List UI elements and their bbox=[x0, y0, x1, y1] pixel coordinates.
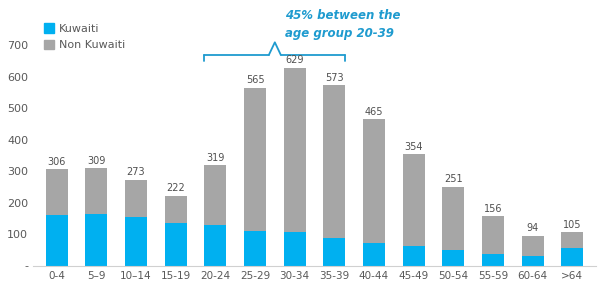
Bar bbox=[363, 243, 385, 266]
Bar bbox=[482, 217, 504, 255]
Bar bbox=[403, 154, 425, 246]
Bar bbox=[522, 256, 543, 266]
Bar bbox=[125, 180, 147, 217]
Text: 565: 565 bbox=[245, 75, 264, 85]
Bar bbox=[125, 217, 147, 266]
Text: 309: 309 bbox=[87, 156, 106, 166]
Text: 156: 156 bbox=[484, 204, 502, 214]
Bar bbox=[284, 232, 306, 266]
Text: 94: 94 bbox=[526, 223, 538, 234]
Bar bbox=[363, 119, 385, 243]
Text: 222: 222 bbox=[166, 183, 185, 193]
Bar bbox=[46, 215, 68, 266]
Bar bbox=[443, 250, 464, 266]
Bar bbox=[244, 88, 266, 231]
Bar bbox=[522, 236, 543, 256]
Text: 105: 105 bbox=[563, 220, 581, 230]
Bar bbox=[323, 238, 346, 266]
Bar bbox=[244, 231, 266, 266]
Bar bbox=[46, 169, 68, 215]
Bar bbox=[165, 196, 186, 223]
Bar bbox=[403, 246, 425, 266]
Text: 629: 629 bbox=[285, 55, 304, 65]
Text: 45% between the
age group 20-39: 45% between the age group 20-39 bbox=[285, 9, 400, 40]
Text: 273: 273 bbox=[127, 167, 145, 177]
Text: 306: 306 bbox=[48, 157, 66, 167]
Legend: Kuwaiti, Non Kuwaiti: Kuwaiti, Non Kuwaiti bbox=[44, 23, 125, 50]
Text: 251: 251 bbox=[444, 174, 463, 184]
Bar bbox=[482, 255, 504, 266]
Text: 319: 319 bbox=[206, 153, 224, 163]
Bar bbox=[165, 223, 186, 266]
Bar bbox=[204, 225, 226, 266]
Bar bbox=[561, 232, 583, 248]
Bar bbox=[443, 187, 464, 250]
Bar bbox=[284, 68, 306, 232]
Bar bbox=[561, 248, 583, 266]
Bar bbox=[204, 165, 226, 225]
Text: 573: 573 bbox=[325, 73, 344, 83]
Bar bbox=[323, 85, 346, 238]
Bar bbox=[86, 168, 107, 214]
Text: 465: 465 bbox=[365, 107, 384, 117]
Bar bbox=[86, 214, 107, 266]
Text: 354: 354 bbox=[405, 142, 423, 152]
